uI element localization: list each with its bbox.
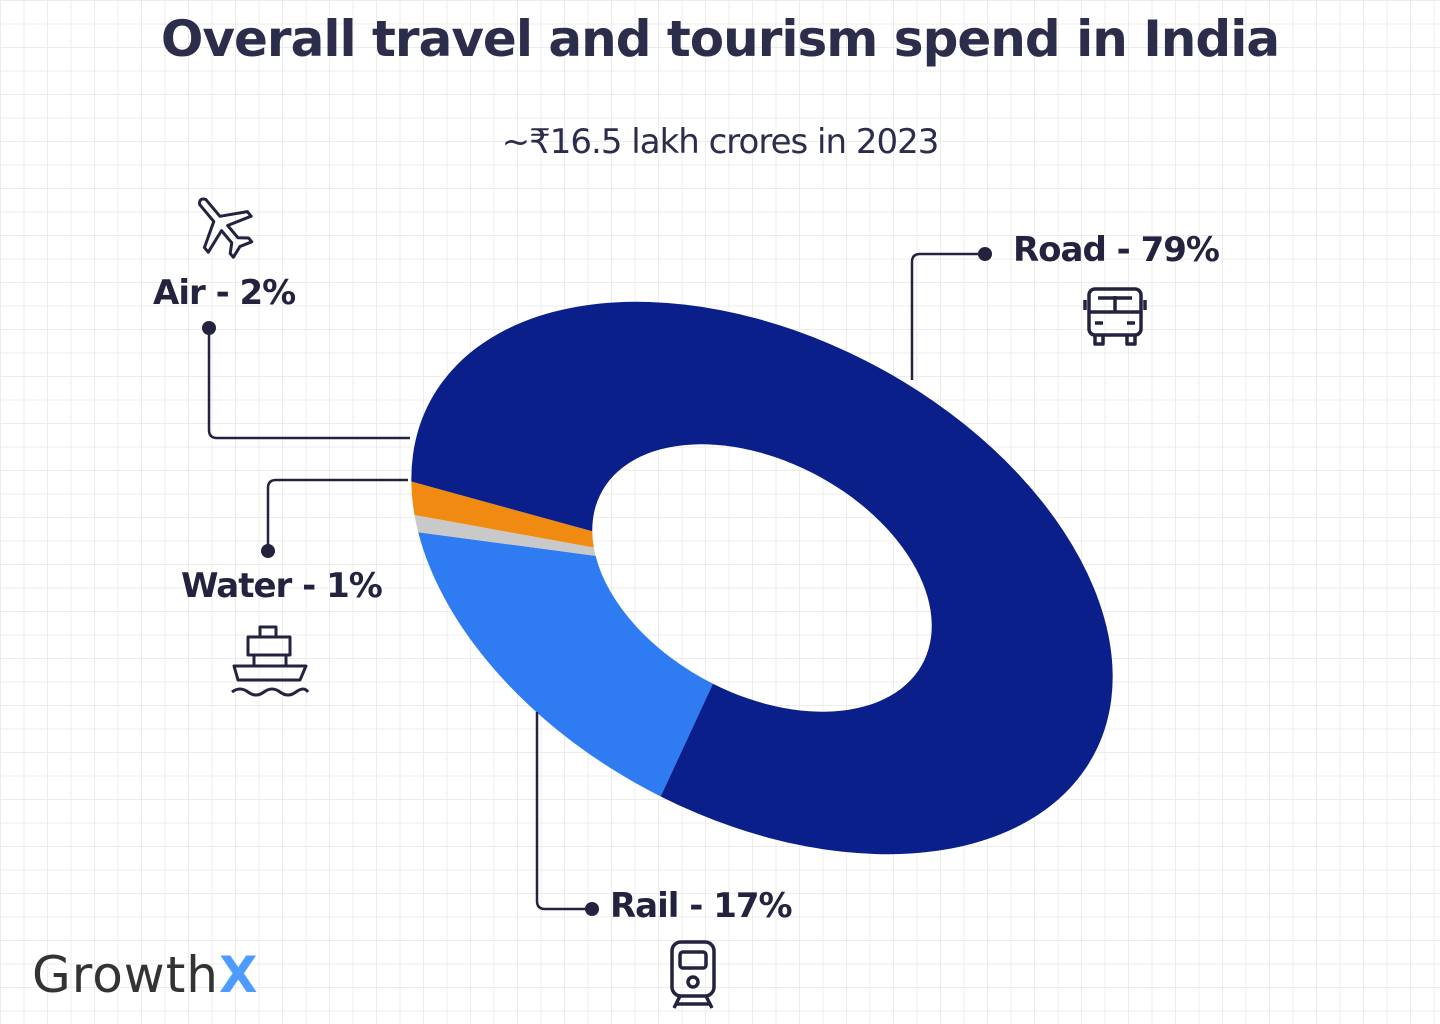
airplane-icon xyxy=(198,197,254,259)
bus-icon xyxy=(1083,287,1147,346)
chart-title: Overall travel and tourism spend in Indi… xyxy=(160,10,1280,68)
donut-slice-rail xyxy=(418,532,713,797)
air-label: Air - 2% xyxy=(153,273,296,313)
donut-slice-road xyxy=(411,301,1113,855)
road-leader-line xyxy=(910,252,985,380)
road-label: Road - 79% xyxy=(1013,230,1220,270)
water-leader-dot xyxy=(261,544,275,558)
ship-icon xyxy=(231,625,310,697)
air-leader-line xyxy=(207,328,410,440)
logo-text: Growth xyxy=(32,946,219,1004)
rail-leader-line xyxy=(535,712,592,911)
chart-subtitle: ~₹16.5 lakh crores in 2023 xyxy=(501,122,940,162)
air-leader-dot xyxy=(202,321,216,335)
train-icon xyxy=(670,940,716,1009)
water-label: Water - 1% xyxy=(181,566,383,606)
road-leader-dot xyxy=(978,247,992,261)
rail-label: Rail - 17% xyxy=(610,886,793,926)
rail-leader-dot xyxy=(585,902,599,916)
growthx-logo: GrowthX xyxy=(32,946,259,1004)
water-leader-line xyxy=(266,478,408,551)
donut-slice-water xyxy=(414,515,596,556)
logo-accent: X xyxy=(218,946,259,1004)
donut-slice-air xyxy=(411,481,594,548)
